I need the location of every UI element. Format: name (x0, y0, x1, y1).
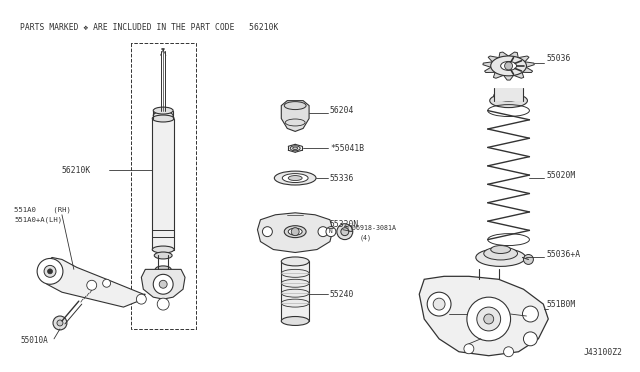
Circle shape (102, 279, 111, 287)
Circle shape (262, 227, 273, 237)
Circle shape (433, 298, 445, 310)
Ellipse shape (493, 90, 524, 101)
Polygon shape (483, 62, 492, 67)
Circle shape (326, 227, 336, 237)
Ellipse shape (282, 174, 308, 183)
Text: 55240: 55240 (330, 290, 355, 299)
Ellipse shape (476, 248, 525, 266)
Ellipse shape (153, 107, 173, 114)
Ellipse shape (490, 94, 527, 108)
Circle shape (467, 297, 511, 341)
Text: J43100Z2: J43100Z2 (584, 348, 623, 357)
Ellipse shape (152, 246, 174, 253)
Circle shape (318, 227, 328, 237)
Text: 55036+A: 55036+A (547, 250, 580, 259)
Text: (4): (4) (360, 234, 372, 241)
Circle shape (522, 306, 538, 322)
Text: 55010A: 55010A (20, 336, 48, 345)
Text: 55336: 55336 (330, 174, 355, 183)
Circle shape (524, 332, 538, 346)
Ellipse shape (290, 146, 300, 151)
Ellipse shape (282, 289, 309, 297)
Ellipse shape (500, 61, 516, 70)
Circle shape (57, 320, 63, 326)
Circle shape (427, 292, 451, 316)
Bar (282, 262, 309, 321)
Polygon shape (504, 76, 514, 80)
Circle shape (477, 307, 500, 331)
Ellipse shape (153, 112, 173, 119)
Text: PARTS MARKED ❖ ARE INCLUDED IN THE PART CODE   56210K: PARTS MARKED ❖ ARE INCLUDED IN THE PART … (20, 23, 278, 32)
Text: 56204: 56204 (330, 106, 355, 115)
Circle shape (157, 298, 169, 310)
Text: 55020M: 55020M (547, 171, 575, 180)
Text: 551A0+A(LH): 551A0+A(LH) (14, 217, 63, 223)
Polygon shape (522, 67, 532, 73)
Text: 55036: 55036 (547, 54, 571, 64)
Polygon shape (518, 56, 529, 62)
Ellipse shape (284, 102, 306, 110)
Ellipse shape (292, 147, 298, 150)
Polygon shape (484, 67, 495, 73)
Circle shape (159, 280, 167, 288)
Ellipse shape (275, 171, 316, 185)
Circle shape (153, 274, 173, 294)
Circle shape (504, 62, 513, 70)
Text: 551A0    (RH): 551A0 (RH) (14, 206, 71, 213)
Polygon shape (525, 62, 534, 67)
Circle shape (44, 265, 56, 277)
Ellipse shape (484, 247, 518, 260)
Polygon shape (141, 269, 185, 299)
Ellipse shape (284, 226, 306, 238)
Circle shape (464, 344, 474, 354)
Bar (152, 119, 174, 250)
Text: N: N (329, 229, 333, 234)
Ellipse shape (282, 279, 309, 287)
Text: 56210K: 56210K (62, 166, 91, 174)
Polygon shape (42, 257, 145, 307)
Polygon shape (514, 72, 524, 78)
Circle shape (341, 228, 349, 235)
Circle shape (37, 259, 63, 284)
Polygon shape (509, 52, 518, 58)
Polygon shape (499, 52, 509, 58)
Circle shape (53, 316, 67, 330)
Text: 551B0M: 551B0M (547, 299, 575, 309)
Polygon shape (419, 276, 548, 356)
Circle shape (504, 347, 513, 357)
Polygon shape (488, 56, 499, 62)
Circle shape (291, 228, 299, 235)
Ellipse shape (282, 269, 309, 277)
Polygon shape (282, 101, 309, 131)
Circle shape (136, 294, 147, 304)
Polygon shape (493, 72, 504, 78)
Bar (493, 88, 524, 101)
Ellipse shape (491, 56, 527, 76)
Ellipse shape (282, 257, 309, 266)
Ellipse shape (156, 266, 171, 273)
Ellipse shape (154, 252, 172, 259)
Ellipse shape (282, 299, 309, 307)
Circle shape (484, 314, 493, 324)
Circle shape (87, 280, 97, 290)
Ellipse shape (288, 228, 302, 235)
Text: *55041B: *55041B (330, 144, 364, 153)
Text: *ⓝ06918-3081A: *ⓝ06918-3081A (345, 224, 397, 231)
Circle shape (524, 254, 533, 264)
Ellipse shape (491, 246, 511, 253)
Ellipse shape (152, 115, 174, 122)
Polygon shape (257, 213, 333, 253)
Ellipse shape (282, 317, 309, 326)
Circle shape (337, 224, 353, 240)
Circle shape (47, 269, 52, 274)
Text: 55320N: 55320N (330, 220, 359, 229)
Ellipse shape (288, 176, 302, 180)
